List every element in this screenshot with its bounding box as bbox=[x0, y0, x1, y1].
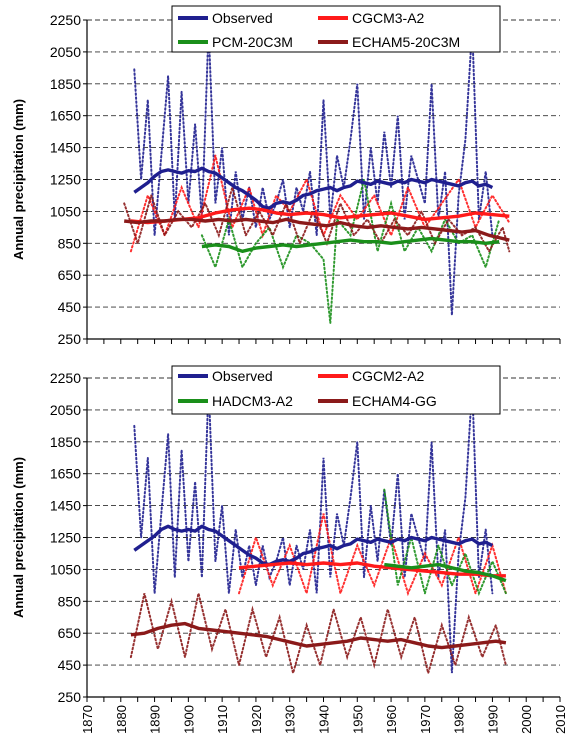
legend-label: ECHAM4-GG bbox=[352, 393, 437, 409]
x-tick-label: 1980 bbox=[452, 705, 467, 734]
x-tick-label: 1970 bbox=[418, 705, 433, 734]
series-smooth-2 bbox=[238, 561, 506, 578]
y-tick-label: 1450 bbox=[50, 140, 81, 156]
series-smooth-1 bbox=[133, 166, 494, 210]
x-tick-label: 1870 bbox=[80, 705, 95, 734]
x-tick-label: 1910 bbox=[215, 705, 230, 734]
x-tick-label: 1940 bbox=[317, 705, 332, 734]
chart-panel-1: 250 450 650 850 1050 1250 1450 1650 1850 2050 2250… bbox=[11, 5, 561, 347]
legend: Observed CGCM2-A2 HADCM3-A2 ECHAM4-GG bbox=[171, 365, 501, 415]
y-tick-label: 2250 bbox=[50, 370, 81, 386]
series-smooth-4 bbox=[130, 621, 507, 650]
y-tick-label: 1850 bbox=[50, 434, 81, 450]
y-tick-label: 450 bbox=[58, 657, 82, 673]
series-smooth-3 bbox=[201, 236, 500, 254]
y-tick-label: 2050 bbox=[50, 44, 81, 60]
y-tick-label: 1050 bbox=[50, 561, 81, 577]
y-tick-label: 1450 bbox=[50, 498, 81, 514]
x-tick-label: 1920 bbox=[249, 705, 264, 734]
legend-box bbox=[171, 5, 501, 53]
y-tick-label: 250 bbox=[58, 689, 82, 705]
chart-panel-2: 250 450 650 850 1050 1250 1450 1650 1850 2050 2250… bbox=[11, 365, 568, 734]
y-tick-label: 1650 bbox=[50, 466, 81, 482]
series-annual-4 bbox=[129, 593, 507, 678]
y-tick-label: 850 bbox=[58, 235, 82, 251]
x-tick-label: 1950 bbox=[350, 705, 365, 734]
legend: Observed CGCM3-A2 PCM-20C3M ECHAM5-20C3M bbox=[171, 5, 501, 53]
x-tick-label: 1990 bbox=[485, 705, 500, 734]
series-smooth-1 bbox=[133, 524, 494, 567]
legend-label: CGCM3-A2 bbox=[352, 10, 425, 26]
x-tick-label: 1880 bbox=[114, 705, 129, 734]
legend-label: Observed bbox=[212, 368, 273, 384]
legend-label: HADCM3-A2 bbox=[212, 393, 293, 409]
x-tick-label: 1930 bbox=[283, 705, 298, 734]
series-annual-3 bbox=[383, 488, 507, 598]
y-axis-label: Annual precipitation (mm) bbox=[11, 457, 26, 618]
series-smooth-4 bbox=[123, 217, 510, 242]
series-annual-4 bbox=[123, 183, 511, 254]
y-tick-label: 1250 bbox=[50, 172, 81, 188]
series-smooth-3 bbox=[384, 562, 507, 583]
x-tick-label: 2000 bbox=[519, 705, 534, 734]
y-tick-label: 650 bbox=[58, 267, 82, 283]
y-tick-label: 450 bbox=[58, 299, 82, 315]
y-axis-label: Annual precipitation (mm) bbox=[11, 99, 26, 260]
y-tick-label: 1250 bbox=[50, 530, 81, 546]
legend-label: Observed bbox=[212, 10, 273, 26]
x-tick-label: 2010 bbox=[553, 705, 568, 734]
series-smooth-2 bbox=[130, 206, 510, 225]
y-tick-label: 1050 bbox=[50, 203, 81, 219]
y-tick-label: 2050 bbox=[50, 402, 81, 418]
legend-label: PCM-20C3M bbox=[212, 34, 293, 50]
x-tick-label: 1900 bbox=[181, 705, 196, 734]
y-tick-label: 250 bbox=[58, 331, 82, 347]
legend-label: ECHAM5-20C3M bbox=[352, 34, 460, 50]
y-tick-label: 850 bbox=[58, 593, 82, 609]
y-tick-label: 1650 bbox=[50, 108, 81, 124]
y-tick-label: 650 bbox=[58, 625, 82, 641]
legend-label: CGCM2-A2 bbox=[352, 368, 425, 384]
x-tick-label: 1960 bbox=[384, 705, 399, 734]
y-tick-label: 2250 bbox=[50, 12, 81, 28]
y-tick-label: 1850 bbox=[50, 76, 81, 92]
x-tick-label: 1890 bbox=[148, 705, 163, 734]
